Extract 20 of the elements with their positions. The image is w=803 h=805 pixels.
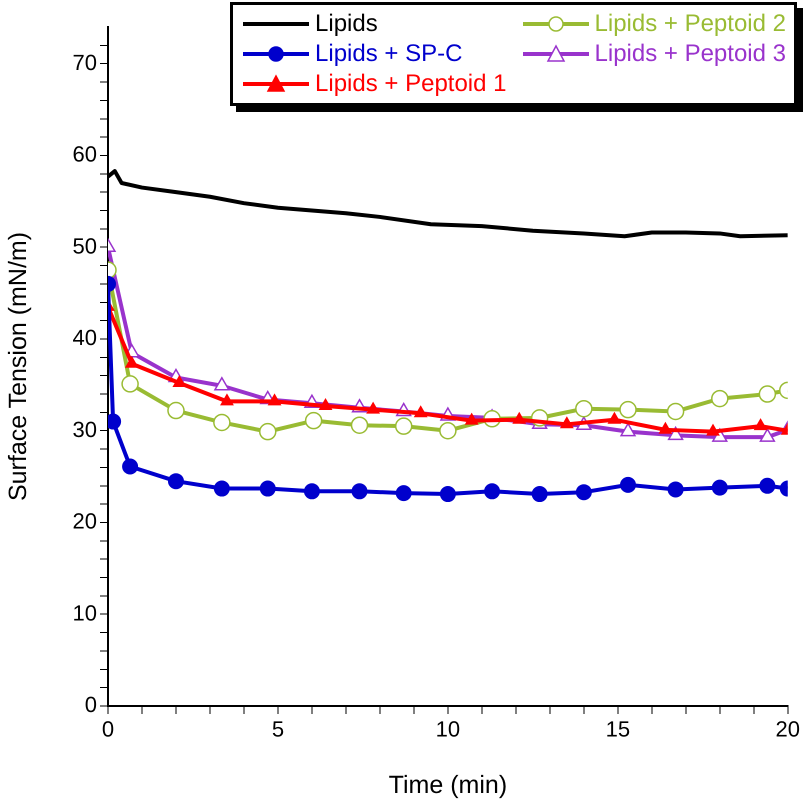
x-tick-label: 15 — [606, 716, 630, 742]
legend-label: Lipids + SP-C — [315, 39, 462, 69]
y-tick-label: 30 — [72, 416, 97, 442]
legend-label: Lipids + Peptoid 1 — [315, 69, 507, 99]
y-tick-label: 50 — [72, 233, 97, 258]
y-tick-label: 0 — [84, 692, 97, 718]
y-tick-label: 40 — [72, 325, 97, 350]
y-tick-label: 60 — [72, 142, 97, 167]
legend-label: Lipids + Peptoid 3 — [594, 39, 786, 69]
x-tick-label: 0 — [102, 716, 114, 742]
x-tick-label: 20 — [776, 716, 800, 742]
x-tick-label: 10 — [436, 716, 460, 742]
y-tick-label: 20 — [72, 508, 97, 534]
x-tick-label: 5 — [272, 716, 284, 742]
y-axis-title: Surface Tension (mN/m) — [4, 232, 32, 502]
legend-label: Lipids — [315, 9, 378, 39]
legend-label: Lipids + Peptoid 2 — [594, 9, 786, 39]
y-tick-label: 10 — [72, 600, 97, 626]
y-tick-label: 70 — [72, 50, 97, 75]
x-axis-title: Time (min) — [388, 770, 508, 799]
